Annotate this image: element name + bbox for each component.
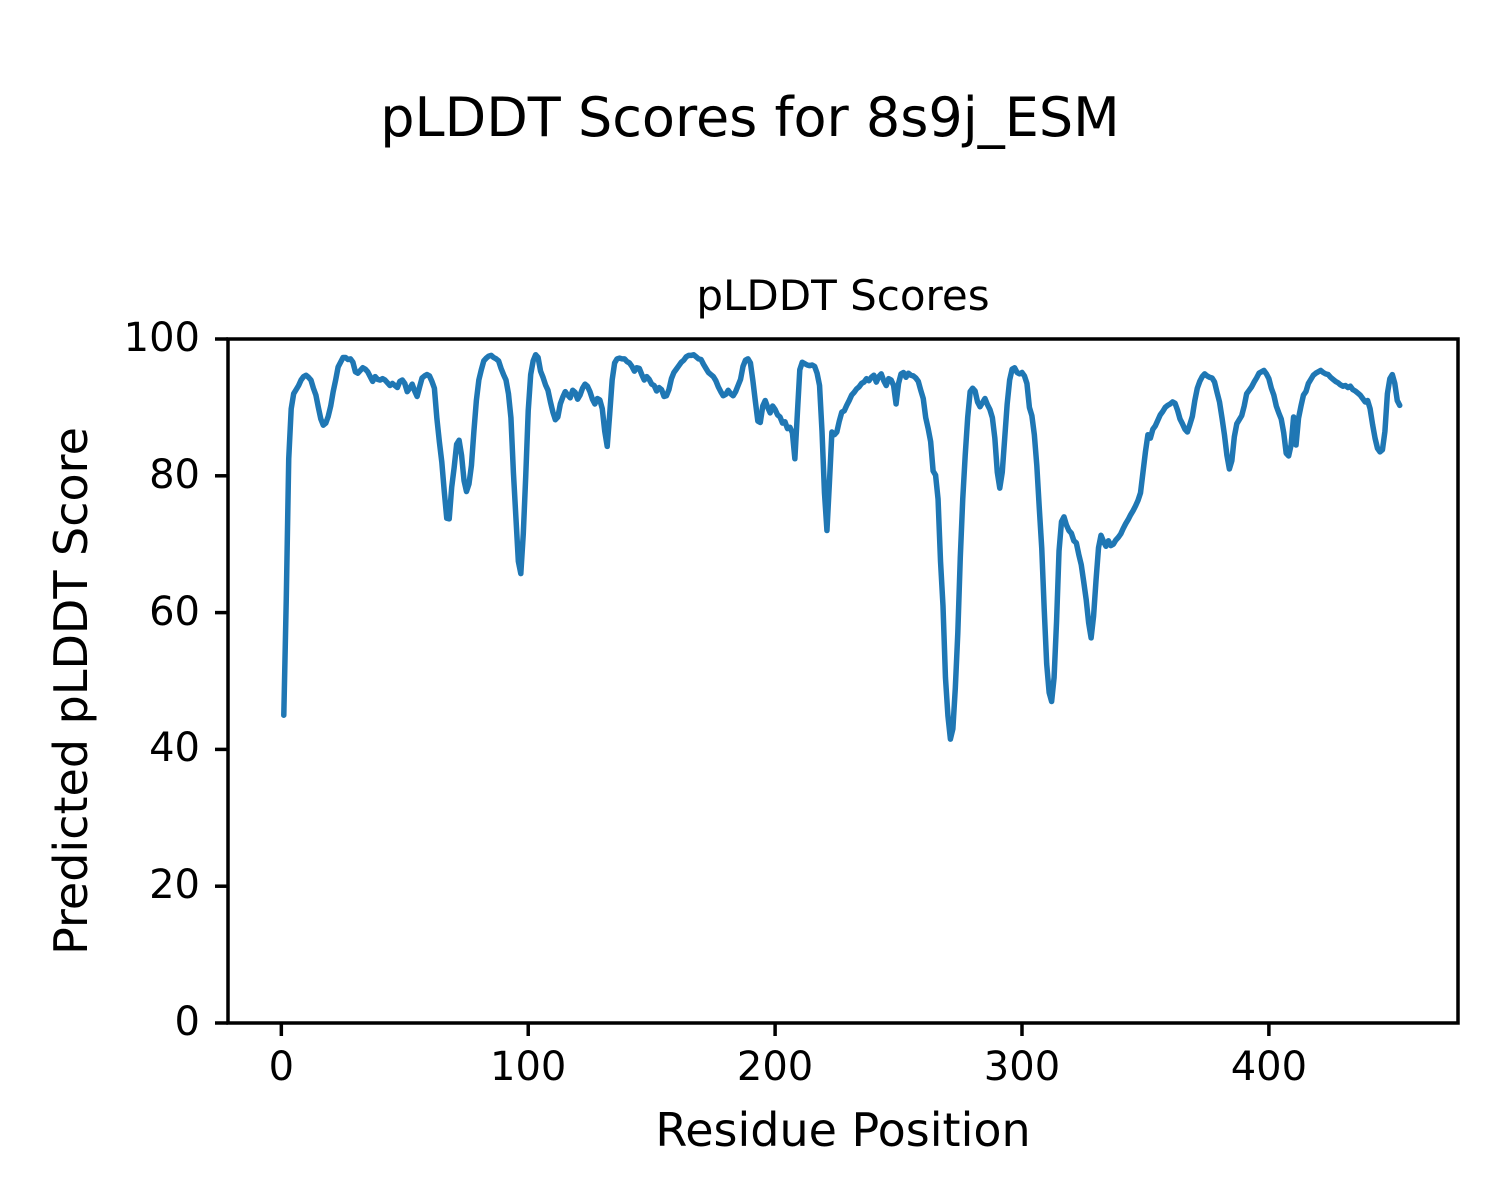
axes-frame <box>226 337 1460 1025</box>
y-tick-label: 100 <box>123 315 200 361</box>
x-tick-label: 100 <box>490 1044 567 1090</box>
y-tick-label: 80 <box>149 451 200 498</box>
figure-suptitle: pLDDT Scores for 8s9j_ESM <box>380 86 1120 149</box>
y-tick-label: 40 <box>149 725 200 772</box>
x-tick-label: 400 <box>1230 1044 1308 1090</box>
x-tick-label: 300 <box>983 1044 1061 1090</box>
x-tick-label: 0 <box>268 1044 295 1090</box>
plddt-line <box>281 351 1403 742</box>
axis-ticks <box>215 337 1271 1036</box>
y-tick-label: 20 <box>149 862 200 909</box>
axes-title: pLDDT Scores <box>696 271 990 320</box>
y-tick-label: 0 <box>174 999 200 1045</box>
x-axis-label: Residue Position <box>655 1103 1031 1157</box>
y-tick-label: 60 <box>149 588 200 635</box>
x-tick-label: 200 <box>736 1044 814 1090</box>
